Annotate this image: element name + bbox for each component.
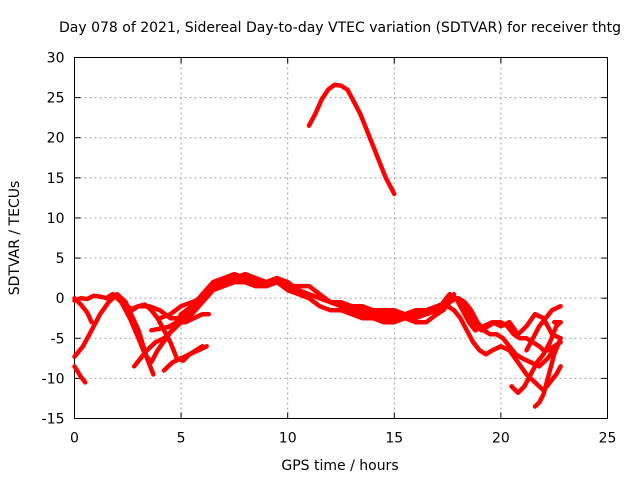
x-tick-label: 0 [70, 431, 79, 447]
y-tick-label: -5 [51, 331, 65, 347]
y-tick-label: 25 [47, 91, 65, 107]
series-line-trace-8 [157, 279, 563, 393]
x-tick-label: 25 [599, 431, 617, 447]
y-tick-label: 30 [47, 51, 65, 67]
y-tick-label: 20 [47, 131, 65, 147]
series-layer [72, 82, 563, 409]
series-line-trace-7 [131, 271, 559, 369]
series-line-trace-4 [72, 295, 94, 325]
y-tick-label: -10 [42, 371, 65, 387]
y-tick-label: 10 [47, 211, 65, 227]
grid-lines [74, 57, 608, 419]
y-axis-label: SDTVAR / TECUs [7, 181, 23, 296]
series-line-trace-16 [306, 82, 397, 197]
series-line-trace-1 [72, 364, 88, 385]
series-line-trace-13 [524, 303, 563, 353]
x-tick-label: 10 [279, 431, 297, 447]
series-line-trace-11 [434, 295, 563, 353]
axis-ticks: 0 5 10 15 20 25 -15 -10 -5 0 5 10 15 20 25 30 [42, 51, 617, 447]
y-tick-label: 15 [47, 171, 65, 187]
chart-title: Day 078 of 2021, Sidereal Day-to-day VTE… [59, 20, 621, 36]
series-line-trace-12 [509, 319, 563, 396]
y-tick-label: 0 [56, 291, 65, 307]
x-axis-label: GPS time / hours [281, 458, 398, 474]
plot-frame [74, 57, 608, 419]
y-tick-label: 5 [56, 251, 65, 267]
x-tick-label: 20 [492, 431, 510, 447]
y-tick-label: -15 [42, 412, 65, 428]
series-line-trace-10 [149, 311, 212, 333]
x-tick-label: 5 [177, 431, 186, 447]
series-line-trace-9 [161, 344, 209, 373]
x-tick-label: 15 [385, 431, 403, 447]
series-line-trace-14 [532, 336, 563, 409]
